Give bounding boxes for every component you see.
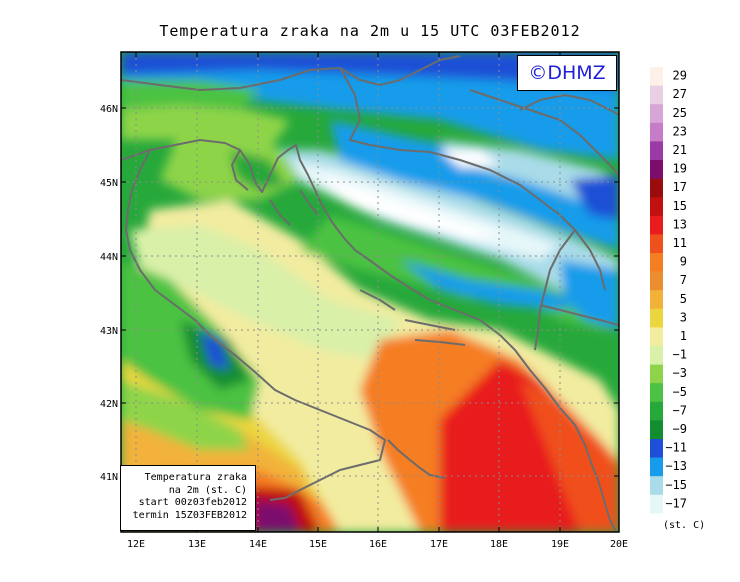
map-title: Temperatura zraka na 2m u 15 UTC 03FEB20… [159,22,581,40]
dhmz-logo: ©DHMZ [517,55,617,91]
lon-label-13e: 13E [188,539,206,550]
legend-label: 5 [680,292,687,306]
legend-label: 11 [673,236,687,250]
lat-label-42n: 42N [100,399,118,410]
legend-label: 9 [680,255,687,269]
legend-label: 27 [673,87,687,101]
legend-label: −5 [673,385,687,399]
legend-swatch [650,439,663,458]
legend-swatch [650,160,663,179]
legend-label: 23 [673,124,687,138]
legend-swatch [650,346,663,365]
lat-label-45n: 45N [100,178,118,189]
legend-label: −13 [665,459,687,473]
legend-swatch [650,215,663,235]
legend-label: 19 [673,162,687,176]
legend-swatch [650,513,663,533]
legend-swatch [650,141,663,161]
coastlines [121,55,619,532]
info-box: Temperatura zraka na 2m (st. C) start 00… [120,465,256,531]
lat-label-43n: 43N [100,326,118,337]
info-line-2: na 2m (st. C) [168,484,247,496]
legend-swatch [650,253,663,272]
legend-label: 17 [673,180,687,194]
legend-label: −15 [665,478,687,492]
legend-swatch [650,290,663,310]
lat-label-41n: 41N [100,472,118,483]
legend-swatch [650,104,663,124]
legend-label: 15 [673,199,687,213]
legend-label: −17 [665,496,687,510]
legend-swatch [650,401,663,421]
legend-swatch [650,85,663,105]
legend-swatch [650,271,663,291]
legend-label: 13 [673,217,687,231]
legend-label: −9 [673,422,687,436]
legend-swatch [650,122,663,142]
info-line-4: termin 15Z03FEB2012 [132,509,247,521]
legend-swatch [650,308,663,328]
lon-label-17e: 17E [430,539,448,550]
legend-label: 3 [680,310,687,324]
legend-label: −1 [673,348,687,362]
lat-label-44n: 44N [100,252,118,263]
lat-label-46n: 46N [100,104,118,115]
lon-label-12e: 12E [127,539,145,550]
map-frame [120,51,620,533]
legend-label: −3 [673,366,687,380]
lon-label-19e: 19E [551,539,569,550]
legend-label: 7 [680,273,687,287]
legend-label: −11 [665,441,687,455]
info-line-3: start 00z03feb2012 [138,497,247,508]
legend-label: −7 [673,403,687,417]
lon-label-15e: 15E [309,539,327,550]
lon-label-16e: 16E [369,539,387,550]
legend-swatch [650,197,663,217]
legend-swatch [650,383,663,403]
legend-swatch [650,420,663,440]
legend-label: 25 [673,106,687,120]
graticule [121,52,619,532]
legend-swatch [650,327,663,347]
legend-label: 21 [673,143,687,157]
legend-colorbar: 29 27 25 23 21 19 17 15 13 11 9 7 5 3 1 −1 −3 −5 −7 −9 −11 −1… [650,67,687,533]
lon-label-20e: 20E [610,539,628,550]
temperature-field [121,52,619,532]
legend-label: 1 [680,329,687,343]
legend-swatch [650,494,663,514]
legend-swatch [650,364,663,384]
legend-swatch [650,67,663,86]
legend-unit: (st. C) [663,520,705,531]
legend-swatch [650,234,663,254]
legend-swatch [650,457,663,477]
lon-label-18e: 18E [490,539,508,550]
legend-label: 29 [673,69,687,83]
info-line-1: Temperatura zraka [144,472,247,483]
lon-label-14e: 14E [249,539,267,550]
legend-swatch [650,476,663,496]
legend-swatch [650,178,663,198]
